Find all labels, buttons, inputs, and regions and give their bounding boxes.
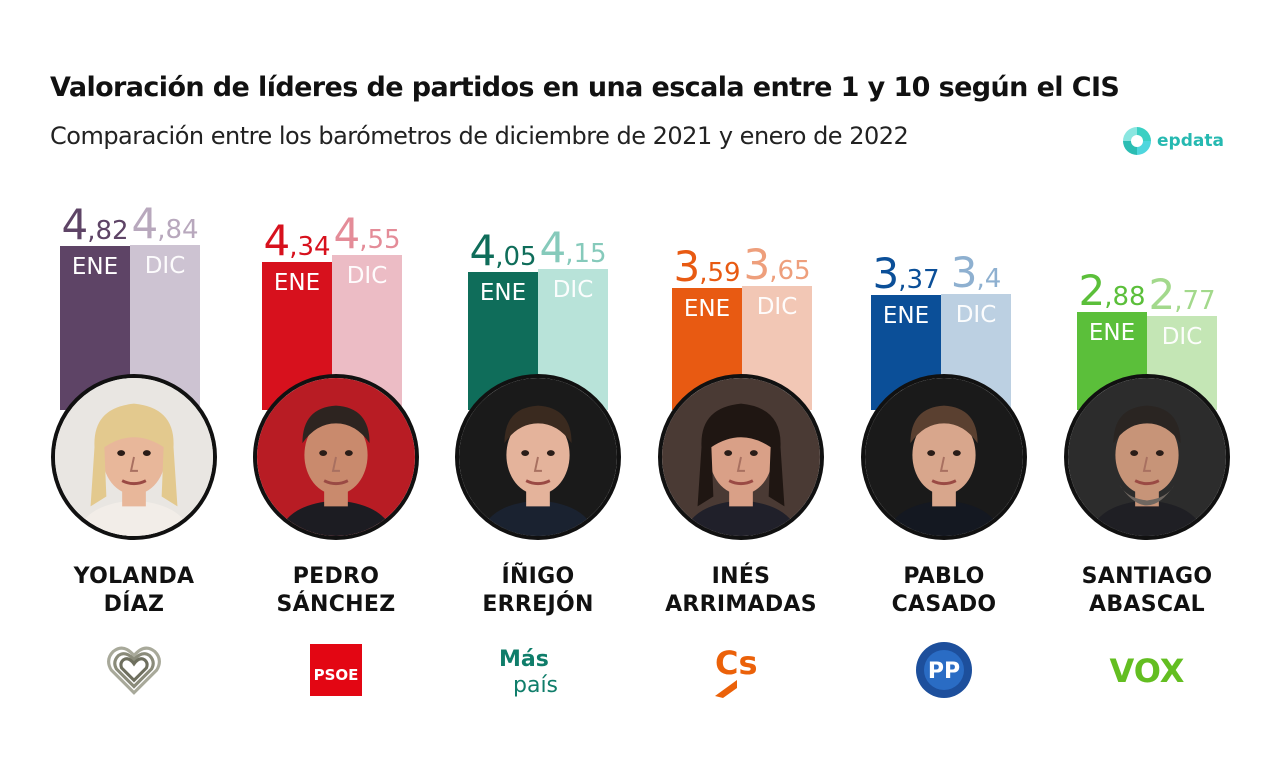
leader-name-line2: CASADO [891,592,997,617]
psoe-logo: PSOE [286,635,386,705]
leader-name-line1: PEDRO [292,564,380,589]
face-illustration [865,378,1023,536]
bar-label-dic: DIC [955,302,997,329]
leader-name: PEDRO SÁNCHEZ [241,563,431,619]
leader-name: ÍÑIGO ERREJÓN [443,563,633,619]
leader-portrait [861,374,1027,540]
svg-text:PSOE: PSOE [314,666,359,684]
leader-name: INÉS ARRIMADAS [646,563,836,619]
chart-subtitle: Comparación entre los barómetros de dici… [50,122,909,150]
leader-name: PABLO CASADO [849,563,1039,619]
leader-name: YOLANDA DÍAZ [39,563,229,619]
bar-label-ene: ENE [882,303,930,330]
cs-logo: Cs [691,635,791,705]
value-label-ene: 3,37 [872,249,940,299]
leader-name: SANTIAGO ABASCAL [1052,563,1242,619]
heart-logo [84,635,184,705]
leader-portrait [1064,374,1230,540]
chart-title: Valoración de líderes de partidos en una… [50,72,1120,103]
vox-logo: VOX [1097,635,1197,705]
face-illustration [55,378,213,536]
bar-label-ene: ENE [479,280,527,307]
leader-portrait [658,374,824,540]
brand-name: epdata [1157,131,1224,151]
leader-name-line1: INÉS [711,564,771,589]
epdata-logo-icon [1123,127,1151,155]
leader-name-line1: YOLANDA [73,564,195,589]
bar-label-ene: ENE [71,254,119,281]
value-label-ene: 3,59 [673,241,741,291]
face-illustration [662,378,820,536]
bar-label-ene: ENE [1088,320,1136,347]
leader-name-line2: ERREJÓN [482,592,594,617]
face-illustration [459,378,617,536]
leader-name-line1: SANTIAGO [1081,564,1213,589]
leader-portrait [51,374,217,540]
value-label-ene: 4,82 [61,200,129,250]
value-label-dic: 4,15 [539,222,607,272]
leader-name-line1: PABLO [903,564,985,589]
leader-name-line2: DÍAZ [103,592,165,617]
value-label-dic: 3,4 [950,248,1002,298]
leader-portrait [253,374,419,540]
mas-pais-logo: Más país [488,635,588,705]
bar-label-dic: DIC [346,263,388,290]
face-illustration [1068,378,1226,536]
svg-text:Cs: Cs [715,644,758,682]
leader-name-line2: ABASCAL [1089,592,1205,617]
bar-label-dic: DIC [1161,323,1203,350]
leader-name-line2: ARRIMADAS [665,592,817,617]
value-label-dic: 2,77 [1148,269,1216,319]
bar-label-dic: DIC [144,253,186,280]
value-label-dic: 4,84 [131,199,199,249]
svg-text:Más: Más [499,647,549,672]
epdata-brand[interactable]: epdata [1123,126,1224,156]
face-illustration [257,378,415,536]
value-label-ene: 4,05 [469,226,537,276]
svg-text:VOX: VOX [1110,652,1185,690]
bar-label-ene: ENE [273,270,321,297]
bar-label-dic: DIC [756,293,798,320]
leader-name-line2: SÁNCHEZ [276,592,396,617]
leader-portrait [455,374,621,540]
value-label-ene: 2,88 [1078,266,1146,316]
value-label-dic: 4,55 [333,209,401,259]
bar-label-dic: DIC [552,276,594,303]
value-label-dic: 3,65 [743,239,811,289]
leader-name-line1: ÍÑIGO [501,564,575,589]
bar-label-ene: ENE [683,295,731,322]
value-label-ene: 4,34 [263,216,331,266]
pp-logo: PP [894,635,994,705]
svg-text:PP: PP [928,659,960,684]
svg-text:país: país [513,673,558,698]
